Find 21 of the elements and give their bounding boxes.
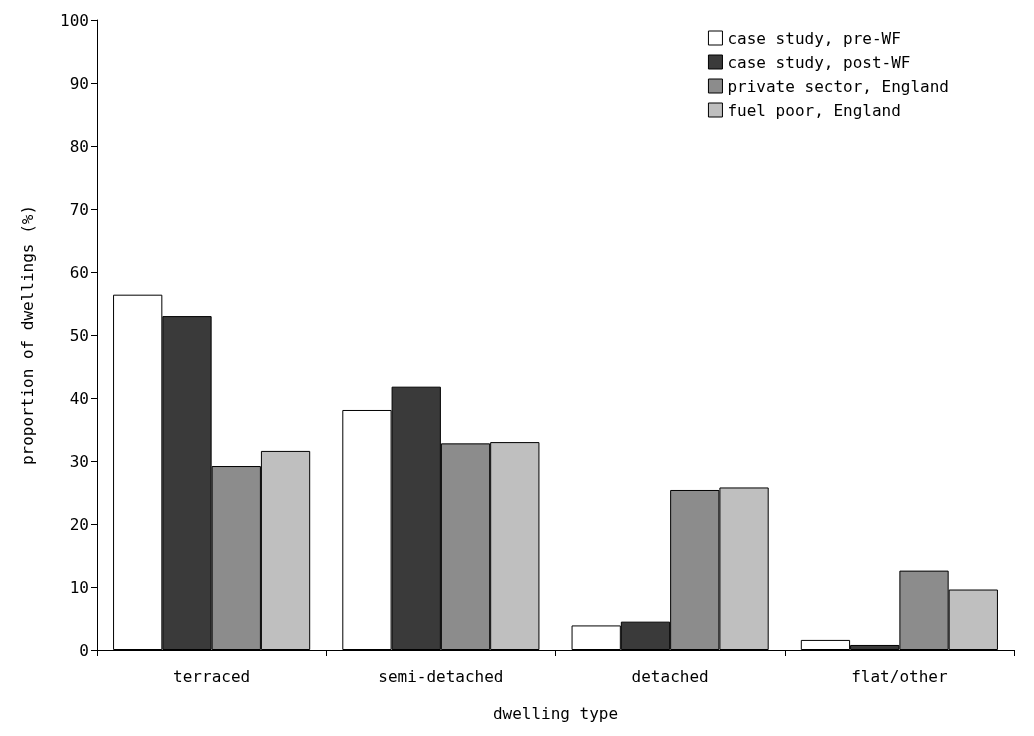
y-tick-label: 100 (60, 10, 89, 30)
x-tick-label: terraced (173, 666, 251, 686)
x-tick-label: semi-detached (378, 666, 504, 686)
y-tick-label: 60 (69, 262, 89, 282)
legend-label: case study, pre-WF (727, 28, 901, 48)
y-tick-label: 80 (69, 136, 89, 156)
y-tick-label: 0 (79, 640, 89, 660)
y-tick-label: 20 (69, 514, 89, 534)
x-axis-title: dwelling type (492, 703, 619, 723)
y-tick-label: 90 (69, 73, 89, 93)
y-tick-label: 50 (69, 325, 89, 345)
legend-label: fuel poor, England (727, 100, 901, 120)
y-tick-label: 30 (69, 451, 89, 471)
legend-label: private sector, England (727, 76, 950, 96)
y-tick-label: 10 (69, 577, 89, 597)
y-axis-title: proportion of dwellings (%) (17, 204, 37, 466)
y-tick-label: 40 (69, 388, 89, 408)
x-tick-label: flat/other (851, 666, 948, 686)
legend-label: case study, post-WF (727, 52, 911, 72)
x-tick-label: detached (631, 666, 709, 686)
y-tick-label: 70 (69, 199, 89, 219)
